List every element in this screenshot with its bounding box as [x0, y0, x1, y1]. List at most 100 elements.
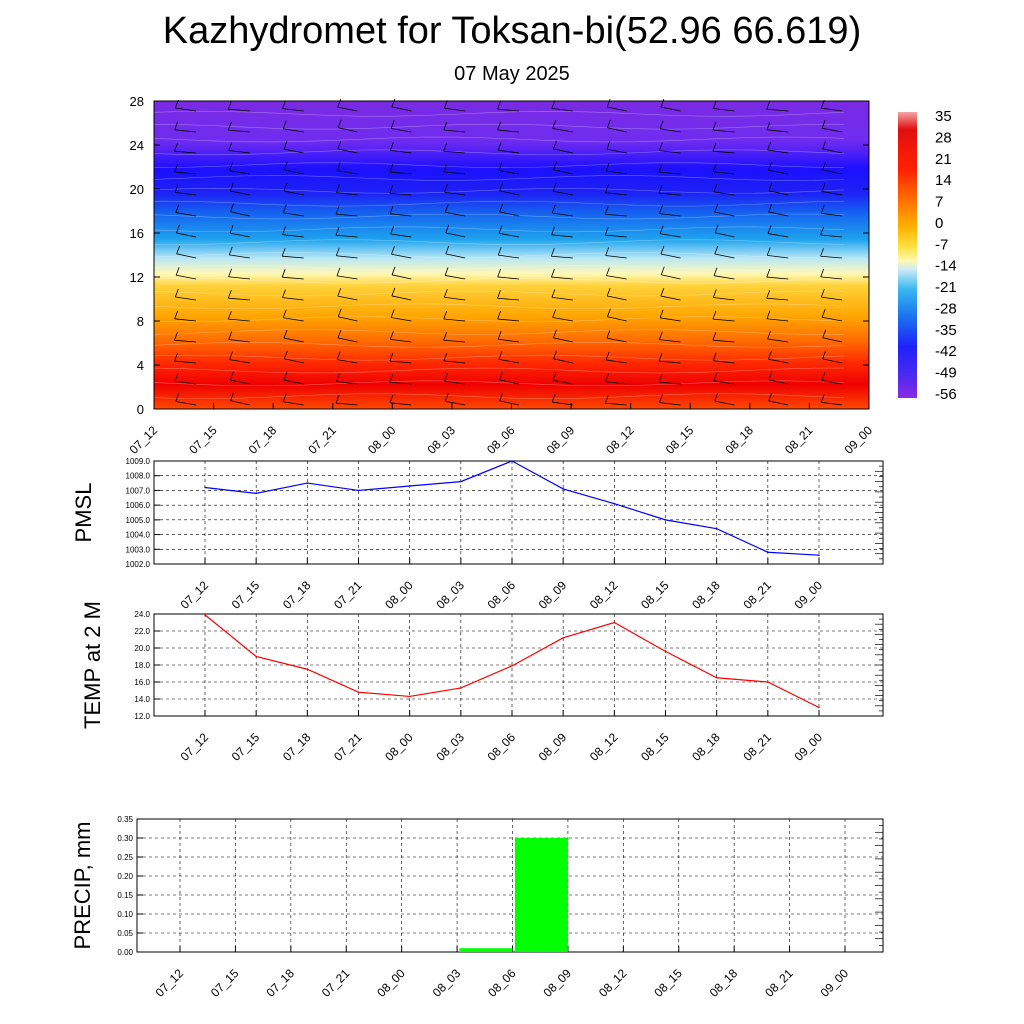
- wind-barb: [443, 310, 466, 322]
- wind-barb-flag: [607, 119, 611, 128]
- wind-barb-flag: [497, 247, 502, 256]
- wind-barb: [282, 226, 304, 238]
- pmsl-point: [408, 485, 411, 487]
- wind-barb-shaft: [337, 359, 358, 364]
- wind-barb: [768, 182, 789, 196]
- wind-barb: [606, 98, 627, 112]
- wind-barb-flag: [551, 289, 556, 298]
- wind-barb-shaft: [228, 318, 250, 322]
- wind-barb-shaft: [336, 381, 358, 385]
- wind-barb: [821, 372, 843, 385]
- wind-barb-shaft: [659, 150, 681, 154]
- wind-barb-shaft: [605, 255, 627, 259]
- x-tick-label: 08_06: [484, 423, 518, 457]
- precip-bar: [514, 838, 568, 952]
- wind-barb-shaft: [497, 129, 520, 133]
- wind-barb-shaft: [445, 275, 466, 280]
- wind-barb: [282, 393, 304, 406]
- wind-barb-shaft: [230, 400, 250, 406]
- x-tick-label: 07_12: [178, 578, 212, 612]
- wind-barb-shaft: [283, 128, 304, 133]
- wind-barb-shaft: [660, 233, 681, 238]
- wind-barb-shaft: [820, 255, 843, 259]
- wind-barb-flag: [391, 246, 395, 255]
- x-tick-label: 08_15: [638, 730, 672, 764]
- wind-barb-flag: [820, 226, 825, 236]
- wind-barb-flag: [766, 121, 771, 130]
- wind-barb-flag: [443, 143, 448, 152]
- wind-barb-flag: [497, 331, 502, 340]
- colorbar-label: 35: [935, 108, 952, 125]
- wind-barb: [229, 371, 250, 385]
- wind-barb-shaft: [390, 402, 412, 406]
- wind-barb-shaft: [766, 129, 789, 133]
- wind-barb-flag: [389, 331, 394, 340]
- wind-barb: [336, 373, 358, 385]
- wind-barb-shaft: [283, 337, 304, 343]
- wind-barb-shaft: [766, 297, 789, 301]
- wind-barb: [174, 310, 197, 322]
- wind-barb-shaft: [443, 129, 466, 133]
- wind-barb-shaft: [499, 400, 520, 406]
- contour-line: [153, 303, 845, 310]
- wind-barb-shaft: [444, 380, 466, 385]
- temp-point: [306, 668, 309, 671]
- x-tick-label: 08_15: [663, 423, 697, 457]
- wind-barb-shaft: [713, 171, 735, 175]
- wind-barb-shaft: [660, 317, 681, 322]
- wind-barb: [820, 248, 843, 259]
- wind-barb-flag: [714, 245, 719, 255]
- colorbar-label: -7: [935, 236, 948, 253]
- y-tick-label: 0.10: [117, 910, 133, 919]
- wind-barb-shaft: [174, 150, 197, 154]
- wind-barb-flag: [174, 310, 179, 319]
- wind-barb-flag: [713, 267, 718, 276]
- wind-barb-flag: [282, 204, 287, 213]
- wind-barb-shaft: [230, 211, 250, 217]
- y-tick-label: 1003.0: [126, 545, 151, 554]
- wind-barb-flag: [820, 248, 824, 257]
- wind-barb: [389, 394, 412, 406]
- wind-barb-flag: [768, 162, 772, 171]
- y-tick-label: 16: [130, 226, 144, 241]
- wind-barb: [444, 372, 466, 385]
- wind-barb: [607, 308, 627, 322]
- wind-barb-shaft: [497, 108, 520, 112]
- wind-barb-shaft: [821, 212, 843, 217]
- colorbar-label: 28: [935, 129, 952, 146]
- wind-barb-shaft: [713, 360, 735, 364]
- wind-barb: [175, 204, 197, 217]
- wind-barb: [659, 120, 681, 133]
- wind-barb: [712, 332, 735, 343]
- wind-barb: [443, 163, 466, 175]
- wind-barb: [714, 392, 735, 406]
- wind-barb-flag: [766, 310, 771, 319]
- wind-barb: [443, 352, 466, 364]
- wind-barb-shaft: [445, 211, 466, 217]
- pmsl-point: [306, 482, 309, 484]
- x-tick-label: 08_12: [587, 730, 621, 764]
- wind-barb-flag: [389, 205, 394, 214]
- wind-barb-flag: [174, 143, 178, 152]
- wind-barb: [498, 351, 520, 364]
- wind-barb-flag: [229, 371, 234, 381]
- pmsl-point: [460, 480, 462, 483]
- wind-barb-flag: [659, 394, 663, 403]
- wind-barb: [227, 290, 250, 301]
- x-tick-label: 08_18: [689, 578, 723, 612]
- wind-barb: [768, 203, 789, 217]
- wind-barb: [283, 182, 304, 196]
- wind-barb: [714, 224, 735, 238]
- wind-barb-flag: [227, 101, 232, 110]
- wind-barb-flag: [282, 226, 286, 235]
- x-tick-label: 09_00: [842, 423, 876, 457]
- wind-barb-shaft: [337, 148, 358, 154]
- wind-barb-flag: [658, 353, 663, 362]
- wind-barb-shaft: [175, 401, 197, 406]
- wind-barb-shaft: [553, 148, 573, 154]
- wind-barb: [712, 143, 735, 154]
- wind-barb-flag: [820, 205, 825, 214]
- wind-barb-flag: [714, 224, 719, 233]
- wind-barb-flag: [337, 119, 342, 128]
- wind-barb-flag: [281, 248, 286, 257]
